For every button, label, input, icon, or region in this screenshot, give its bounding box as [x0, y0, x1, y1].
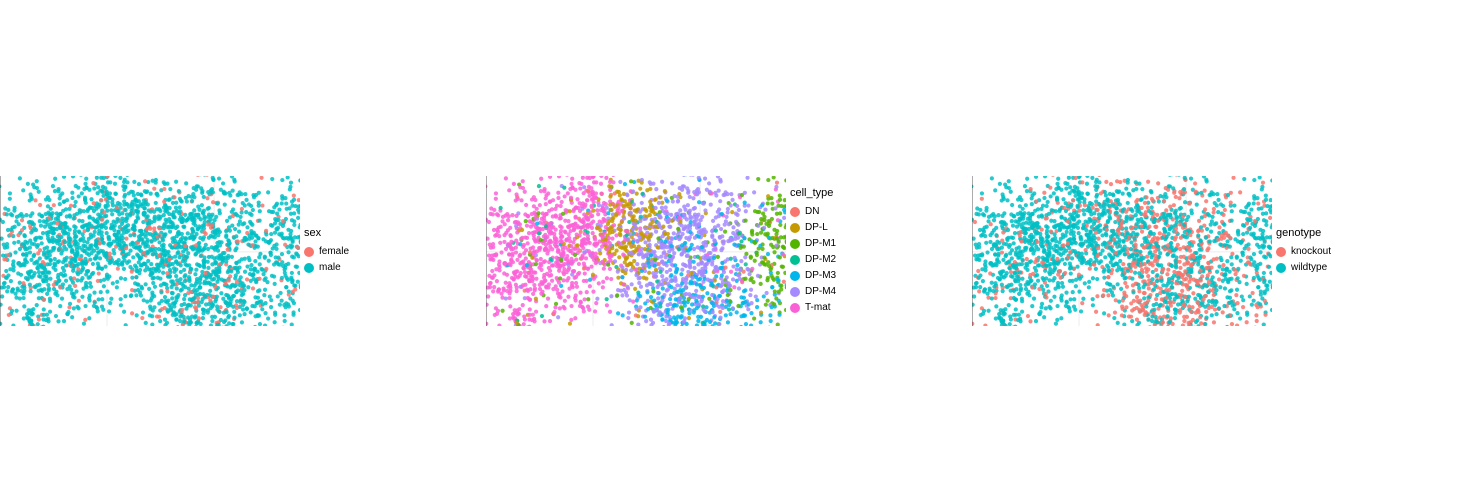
legend-item: T-mat	[790, 300, 836, 316]
legend-item: knockout	[1276, 244, 1331, 260]
legend-swatch	[1276, 247, 1286, 257]
legend-title: sex	[304, 225, 349, 243]
svg-sex: -8-404-4-202UMAP 1UMAP 2	[0, 176, 300, 326]
legend-item: DP-M4	[790, 284, 836, 300]
legend-swatch	[304, 263, 314, 273]
legend-item: DP-M2	[790, 252, 836, 268]
legend-celltype: cell_typeDNDP-LDP-M1DP-M2DP-M3DP-M4T-mat	[786, 185, 844, 317]
legend-label: DN	[805, 204, 819, 220]
legend-label: wildtype	[1291, 260, 1327, 276]
legend-swatch	[790, 303, 800, 313]
legend-item: DN	[790, 204, 836, 220]
legend-genotype: genotypeknockoutwildtype	[1272, 225, 1339, 277]
legend-item: wildtype	[1276, 260, 1331, 276]
plot-genotype: -8-404-4-202UMAP 1UMAP 2	[972, 176, 1272, 326]
legend-sex: sexfemalemale	[300, 225, 357, 277]
legend-swatch	[304, 247, 314, 257]
panel-sex: -8-404-4-202UMAP 1UMAP 2 sexfemalemale	[0, 0, 486, 501]
legend-swatch	[790, 255, 800, 265]
legend-label: female	[319, 244, 349, 260]
legend-item: DP-M3	[790, 268, 836, 284]
svg-genotype: -8-404-4-202UMAP 1UMAP 2	[972, 176, 1272, 326]
legend-swatch	[790, 239, 800, 249]
legend-item: male	[304, 260, 349, 276]
legend-label: knockout	[1291, 244, 1331, 260]
legend-label: DP-M2	[805, 252, 836, 268]
legend-label: male	[319, 260, 341, 276]
legend-item: DP-L	[790, 220, 836, 236]
legend-swatch	[1276, 263, 1286, 273]
legend-title: genotype	[1276, 225, 1331, 243]
legend-swatch	[790, 207, 800, 217]
plot-celltype: -8-404-4-202UMAP 1UMAP 2	[486, 176, 786, 326]
legend-label: DP-M4	[805, 284, 836, 300]
plot-sex: -8-404-4-202UMAP 1UMAP 2	[0, 176, 300, 326]
umap-panels: -8-404-4-202UMAP 1UMAP 2 sexfemalemale -…	[0, 0, 1460, 501]
legend-swatch	[790, 223, 800, 233]
legend-label: T-mat	[805, 300, 831, 316]
panel-celltype: -8-404-4-202UMAP 1UMAP 2 cell_typeDNDP-L…	[486, 0, 972, 501]
legend-item: female	[304, 244, 349, 260]
legend-label: DP-M3	[805, 268, 836, 284]
legend-swatch	[790, 287, 800, 297]
svg-celltype: -8-404-4-202UMAP 1UMAP 2	[486, 176, 786, 326]
panel-genotype: -8-404-4-202UMAP 1UMAP 2 genotypeknockou…	[972, 0, 1458, 501]
legend-item: DP-M1	[790, 236, 836, 252]
legend-label: DP-L	[805, 220, 828, 236]
legend-swatch	[790, 271, 800, 281]
legend-label: DP-M1	[805, 236, 836, 252]
legend-title: cell_type	[790, 185, 836, 203]
